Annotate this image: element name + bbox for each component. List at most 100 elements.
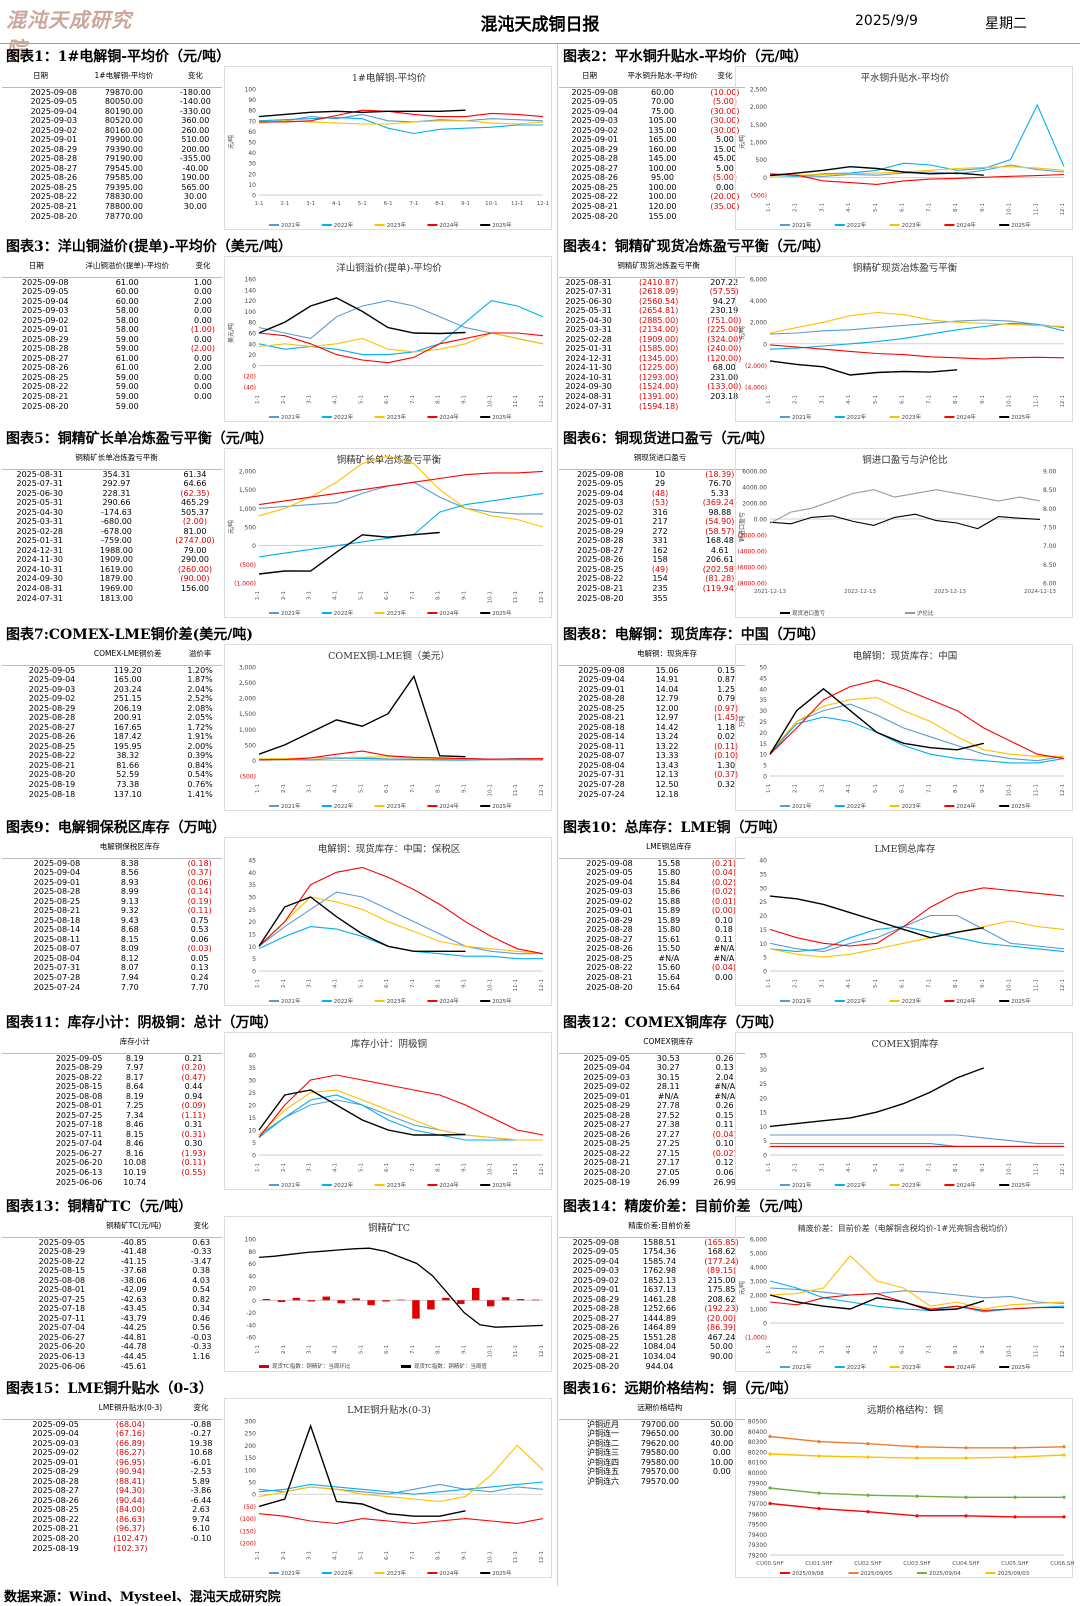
table-row: 2025-06-13 -44.45 1.16 — [2, 1352, 222, 1362]
legend-swatch — [480, 1000, 491, 1002]
series-line — [258, 674, 466, 758]
table-row: 2025-08-27 61.00 0.00 — [2, 354, 222, 364]
legend-swatch — [780, 805, 790, 807]
table-cell: 0.39% — [187, 751, 213, 761]
column-header: 日期 — [2, 65, 80, 88]
table-cell: 206.61 — [705, 555, 734, 565]
legend-swatch — [374, 416, 385, 418]
x-tick-label: 5-1 — [873, 203, 879, 212]
table-row: 2025-08-22 15.60 (0.04) — [559, 963, 745, 973]
x-tick-label: CU00.SHF — [756, 1561, 783, 1567]
table-cell: (1524.00) — [638, 382, 679, 392]
table-cell: (1594.18) — [638, 401, 679, 411]
table-cell: -40.85 — [120, 1237, 147, 1247]
y-tick-label: 0 — [763, 969, 767, 976]
table-cell: 8.46 — [125, 1120, 144, 1130]
x-tick-label: 4-1 — [846, 1345, 852, 1354]
x-tick-label: 9-1 — [461, 201, 470, 207]
table-cell: 0.54% — [187, 770, 213, 780]
legend-label: 2024年 — [439, 609, 459, 617]
table-cell: 2025-09-03 — [32, 1438, 79, 1448]
table-cell: 2025-08-22 — [28, 751, 76, 761]
table-cell: -3.86 — [190, 1486, 212, 1496]
table-cell: 2025-08-20 — [586, 982, 633, 992]
table-cell: (120.00) — [707, 353, 742, 363]
table-cell: 1585.74 — [642, 1256, 677, 1266]
table-cell: 2025-02-28 — [16, 526, 64, 536]
table-cell: 0.13 — [715, 1063, 734, 1073]
bar — [367, 1300, 375, 1306]
panel-title: 图表9：电解铜保税区库存（万吨） — [6, 820, 226, 836]
y-tick-label: 6,000 — [750, 277, 767, 284]
table-cell: 2025-08-21 — [32, 1524, 79, 1534]
table-header-row: 日期 平水铜升贴水-平均价 变化 — [559, 65, 745, 88]
table-cell: 2025-09-04 — [572, 1256, 620, 1266]
table-cell: 2025-07-24 — [33, 982, 81, 992]
legend-label: 2023年 — [902, 997, 922, 1005]
table-cell: 2025-05-31 — [565, 306, 612, 316]
table-cell: 2025-09-05 — [30, 97, 78, 107]
y-tick-label: 2,000 — [750, 1293, 767, 1300]
table-cell: -0.27 — [190, 1429, 212, 1439]
table-row: 2025-09-04 8.56 (0.37) — [2, 868, 222, 878]
table-row: 2025-08-22 100.00 (20.00) — [559, 192, 745, 202]
legend-label: 2021年 — [281, 802, 301, 810]
table-cell: 2025-09-08 — [578, 665, 625, 675]
table-cell: (57.55) — [709, 287, 739, 297]
column-header — [167, 447, 222, 470]
table-cell: 2025-08-25 — [28, 741, 76, 751]
bar — [292, 1297, 301, 1301]
table-row: 2025-09-02 251.15 2.52% — [2, 694, 222, 704]
table-cell: 80190.00 — [104, 106, 143, 116]
x-tick-label: 7-1 — [926, 1345, 932, 1354]
x-tick-label: 7-1 — [409, 201, 418, 207]
y-tick-label: 10 — [759, 941, 767, 948]
y-tick-label: (1,000) — [234, 581, 256, 588]
table-cell: 68.00 — [712, 363, 736, 373]
table-cell: 2025-08-29 — [28, 703, 76, 713]
table-cell: 60.00 — [115, 287, 139, 297]
y-tick-label: 5 — [252, 1140, 256, 1147]
table-cell: -0.03 — [190, 1332, 212, 1342]
table-cell: 2025-08-21 — [572, 1352, 620, 1362]
table-cell: (96.95) — [115, 1457, 145, 1467]
x-tick-label: 5-1 — [873, 784, 879, 793]
x-tick-label: 4-1 — [332, 1163, 338, 1172]
table-cell: 15.86 — [657, 887, 681, 897]
chart-svg: 铜进口盈亏与沪伦比(8000.00)(6000.00)(4000.00)(200… — [738, 454, 1057, 617]
table-cell: 2024-09-30 — [565, 382, 612, 392]
table-row: 2025-08-27 162 4.61 — [559, 546, 745, 556]
x-tick-label: 5-1 — [358, 395, 364, 404]
table-cell: 2025-08-29 — [38, 1247, 86, 1257]
table-cell: 2025-08-27 — [32, 1486, 79, 1496]
table-row: 2025-09-04 1585.74 (177.24) — [559, 1257, 745, 1267]
y2-tick-label: 8.50 — [1043, 487, 1057, 494]
table-cell: 0.82 — [192, 1294, 211, 1304]
table-cell: 7.94 — [120, 973, 139, 983]
table-cell: 565.00 — [181, 182, 210, 192]
panel-title: 图表3：洋山铜溢价(提单)-平均价（美元/吨） — [6, 239, 292, 255]
legend-label: 2024年 — [956, 997, 976, 1005]
table-cell: 9.43 — [120, 915, 139, 925]
table-cell: -41.48 — [120, 1247, 147, 1257]
x-tick-label: 12-1 — [1060, 395, 1066, 407]
y-tick-label: 79200 — [748, 1553, 767, 1560]
table-cell: 2025-09-05 — [22, 287, 69, 297]
x-tick-label: 6-1 — [900, 1345, 906, 1354]
table-cell: 10.74 — [123, 1177, 147, 1187]
legend-label: 2024年 — [439, 1181, 459, 1189]
series-line — [258, 1089, 466, 1136]
table-row: 2025-08-19 (102.37) — [2, 1544, 222, 1554]
y-tick-label: 20 — [759, 913, 767, 920]
y-tick-label: (200) — [240, 1541, 256, 1548]
table-row: 2025-09-02 80160.00 260.00 — [2, 126, 222, 136]
table-cell: 505.37 — [180, 507, 209, 517]
legend-swatch — [480, 1572, 491, 1574]
data-point — [1013, 1515, 1017, 1519]
y-tick-label: 15 — [248, 932, 256, 939]
table-cell: 2025-08-18 — [33, 915, 81, 925]
legend-label: 2022年 — [334, 609, 354, 617]
legend-swatch — [985, 1572, 996, 1574]
table-cell: 2025-08-21 — [28, 760, 76, 770]
